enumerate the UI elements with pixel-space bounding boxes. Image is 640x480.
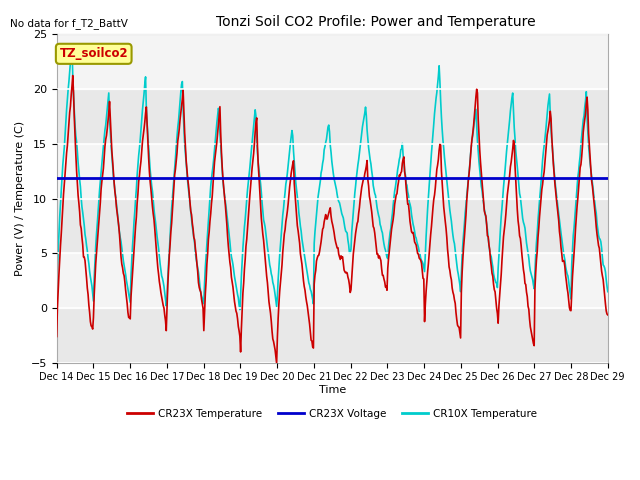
Text: TZ_soilco2: TZ_soilco2 — [60, 48, 128, 60]
Bar — [57, 35, 608, 89]
Text: No data for f_T2_BattV: No data for f_T2_BattV — [10, 18, 127, 29]
Legend: CR23X Temperature, CR23X Voltage, CR10X Temperature: CR23X Temperature, CR23X Voltage, CR10X … — [123, 405, 541, 423]
Bar — [57, 144, 608, 199]
Bar — [57, 253, 608, 308]
X-axis label: Time: Time — [319, 385, 346, 395]
Y-axis label: Power (V) / Temperature (C): Power (V) / Temperature (C) — [15, 121, 25, 276]
Title: Tonzi Soil CO2 Profile: Power and Temperature: Tonzi Soil CO2 Profile: Power and Temper… — [216, 15, 536, 29]
